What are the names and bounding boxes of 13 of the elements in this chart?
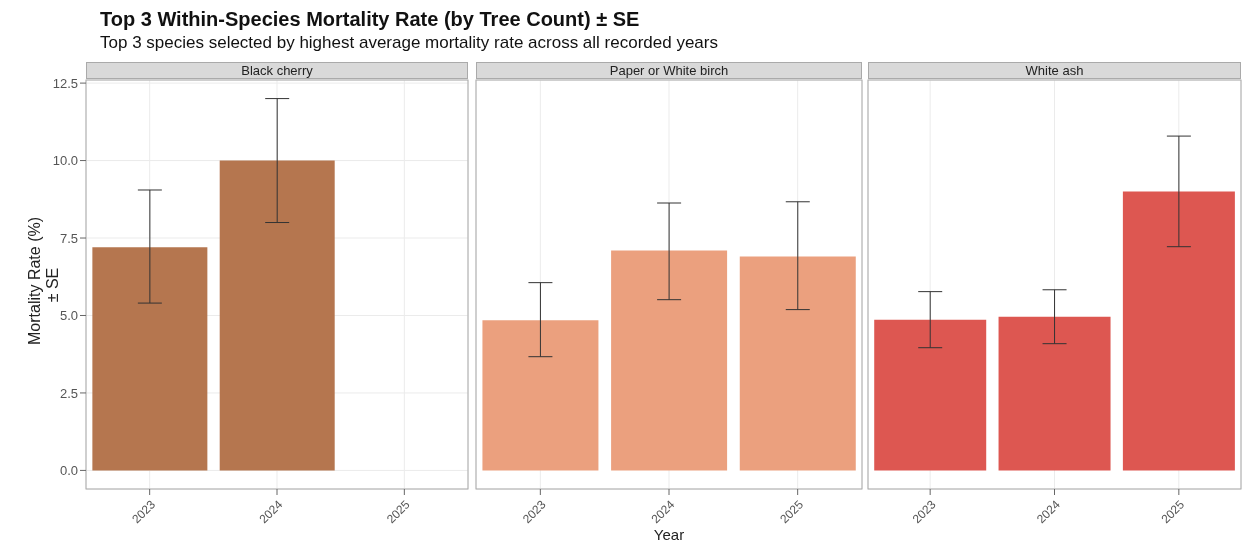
y-tick-label: 10.0 <box>52 153 78 169</box>
chart-title: Black cherry <box>86 62 468 79</box>
y-axis-title: Mortality Rate (%) ± SE <box>26 216 61 345</box>
text: Top 3 Within-Species Mortality Rate (by Tree Count) ± SE <box>100 8 640 31</box>
chart-title: White ash <box>868 62 1241 79</box>
y-tick-label: 0.0 <box>59 463 78 479</box>
y-tick-label: 2.5 <box>59 385 78 401</box>
text: Top 3 species selected by highest average mortality rate across all recorded years <box>100 33 718 53</box>
y-tick-label: 5.0 <box>59 308 78 324</box>
chart-title: Paper or White birch <box>476 62 862 79</box>
y-tick-label: 12.5 <box>52 75 78 91</box>
x-axis-title: Year <box>652 526 686 541</box>
y-tick-label: 7.5 <box>59 230 78 246</box>
